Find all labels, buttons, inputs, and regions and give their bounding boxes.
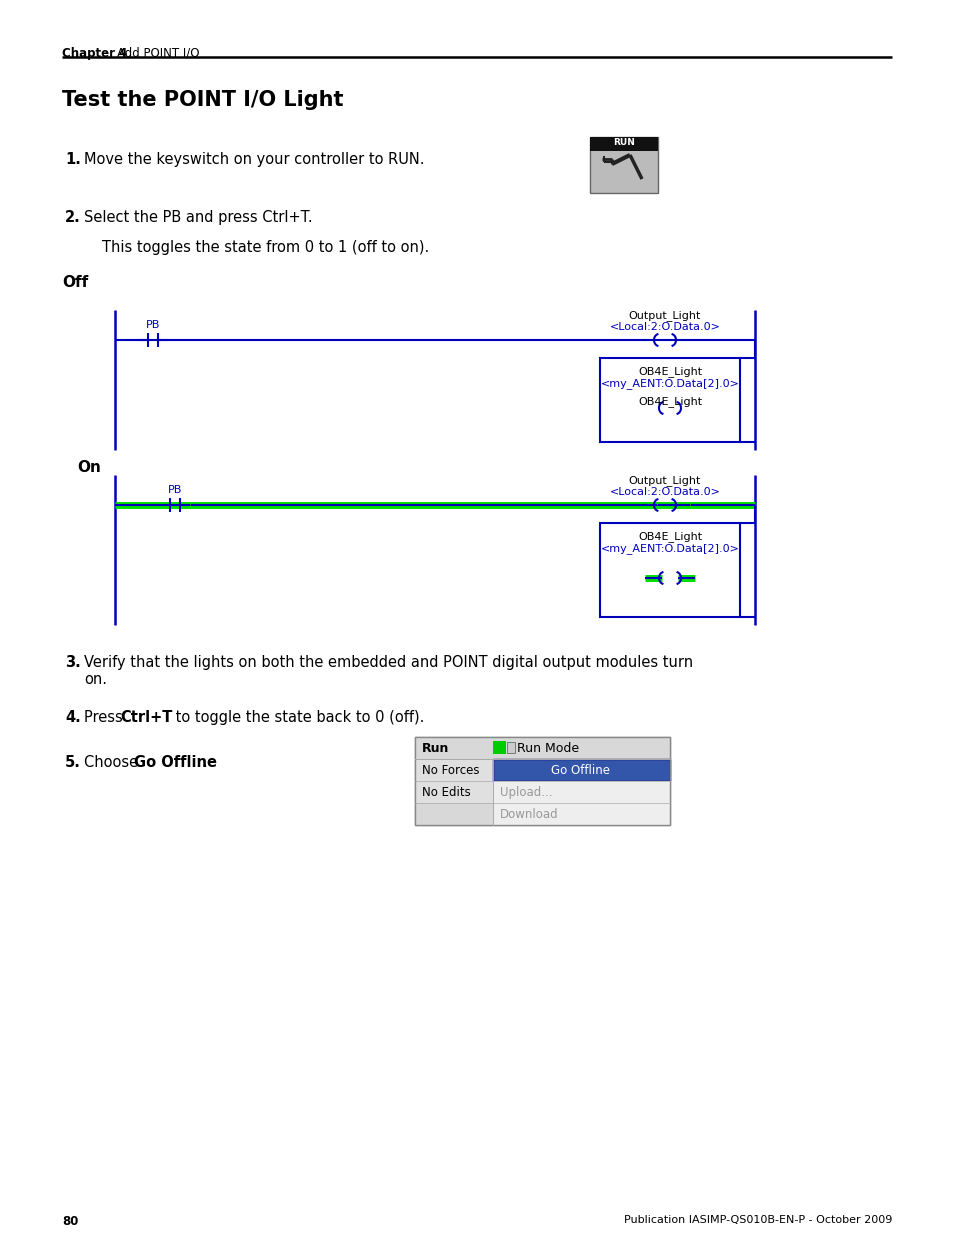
- Text: <Local:2:O.Data.0>: <Local:2:O.Data.0>: [609, 322, 720, 332]
- Text: 80: 80: [62, 1215, 78, 1228]
- Text: Ctrl+T: Ctrl+T: [120, 710, 172, 725]
- Text: Go Offline: Go Offline: [551, 764, 610, 777]
- Text: OB4E_Light: OB4E_Light: [638, 396, 701, 406]
- Text: No Forces: No Forces: [421, 764, 479, 777]
- Bar: [415, 737, 669, 825]
- Text: Publication IASIMP-QS010B-EN-P - October 2009: Publication IASIMP-QS010B-EN-P - October…: [623, 1215, 891, 1225]
- Bar: [599, 522, 740, 618]
- Text: This toggles the state from 0 to 1 (off to on).: This toggles the state from 0 to 1 (off …: [102, 240, 429, 254]
- Text: on.: on.: [84, 672, 107, 687]
- Text: Choose: Choose: [84, 755, 143, 769]
- Bar: [493, 803, 669, 825]
- Text: Add POINT I/O: Add POINT I/O: [117, 47, 199, 61]
- Bar: [493, 741, 505, 755]
- Bar: [493, 781, 669, 803]
- Text: <Local:2:O.Data.0>: <Local:2:O.Data.0>: [609, 487, 720, 496]
- Text: <my_AENT:O.Data[2].0>: <my_AENT:O.Data[2].0>: [600, 378, 739, 389]
- Text: Go Offline: Go Offline: [133, 755, 216, 769]
- Text: 5.: 5.: [65, 755, 81, 769]
- Text: No Edits: No Edits: [421, 785, 470, 799]
- Text: RUN: RUN: [613, 138, 635, 147]
- Bar: [506, 742, 515, 753]
- Text: Move the keyswitch on your controller to RUN.: Move the keyswitch on your controller to…: [84, 152, 424, 167]
- Text: Test the POINT I/O Light: Test the POINT I/O Light: [62, 90, 343, 110]
- Text: .: .: [202, 755, 207, 769]
- Text: <my_AENT:O.Data[2].0>: <my_AENT:O.Data[2].0>: [600, 543, 739, 555]
- Bar: [493, 760, 669, 781]
- Text: 3.: 3.: [65, 655, 81, 671]
- Text: Upload...: Upload...: [499, 785, 552, 799]
- Text: PB: PB: [168, 485, 182, 495]
- Text: Output_Light: Output_Light: [628, 310, 700, 321]
- Bar: [415, 737, 669, 760]
- Text: Run: Run: [421, 742, 449, 755]
- Text: OB4E_Light: OB4E_Light: [638, 531, 701, 542]
- Bar: [589, 137, 658, 151]
- Bar: [589, 137, 658, 193]
- Text: On: On: [77, 459, 101, 475]
- Text: Off: Off: [62, 275, 89, 290]
- Text: 2.: 2.: [65, 210, 81, 225]
- Text: 4.: 4.: [65, 710, 81, 725]
- Bar: [599, 358, 740, 442]
- Text: Select the PB and press Ctrl+T.: Select the PB and press Ctrl+T.: [84, 210, 313, 225]
- Text: PB: PB: [146, 320, 160, 330]
- Text: Chapter 4: Chapter 4: [62, 47, 128, 61]
- Bar: [415, 737, 669, 825]
- Text: Verify that the lights on both the embedded and POINT digital output modules tur: Verify that the lights on both the embed…: [84, 655, 693, 671]
- Text: Download: Download: [499, 808, 558, 821]
- Text: Output_Light: Output_Light: [628, 475, 700, 485]
- Bar: [415, 781, 493, 803]
- Text: OB4E_Light: OB4E_Light: [638, 366, 701, 377]
- Bar: [415, 760, 493, 781]
- Text: Run Mode: Run Mode: [517, 742, 578, 755]
- Text: Press: Press: [84, 710, 128, 725]
- Bar: [415, 803, 493, 825]
- Text: to toggle the state back to 0 (off).: to toggle the state back to 0 (off).: [171, 710, 424, 725]
- Text: 1.: 1.: [65, 152, 81, 167]
